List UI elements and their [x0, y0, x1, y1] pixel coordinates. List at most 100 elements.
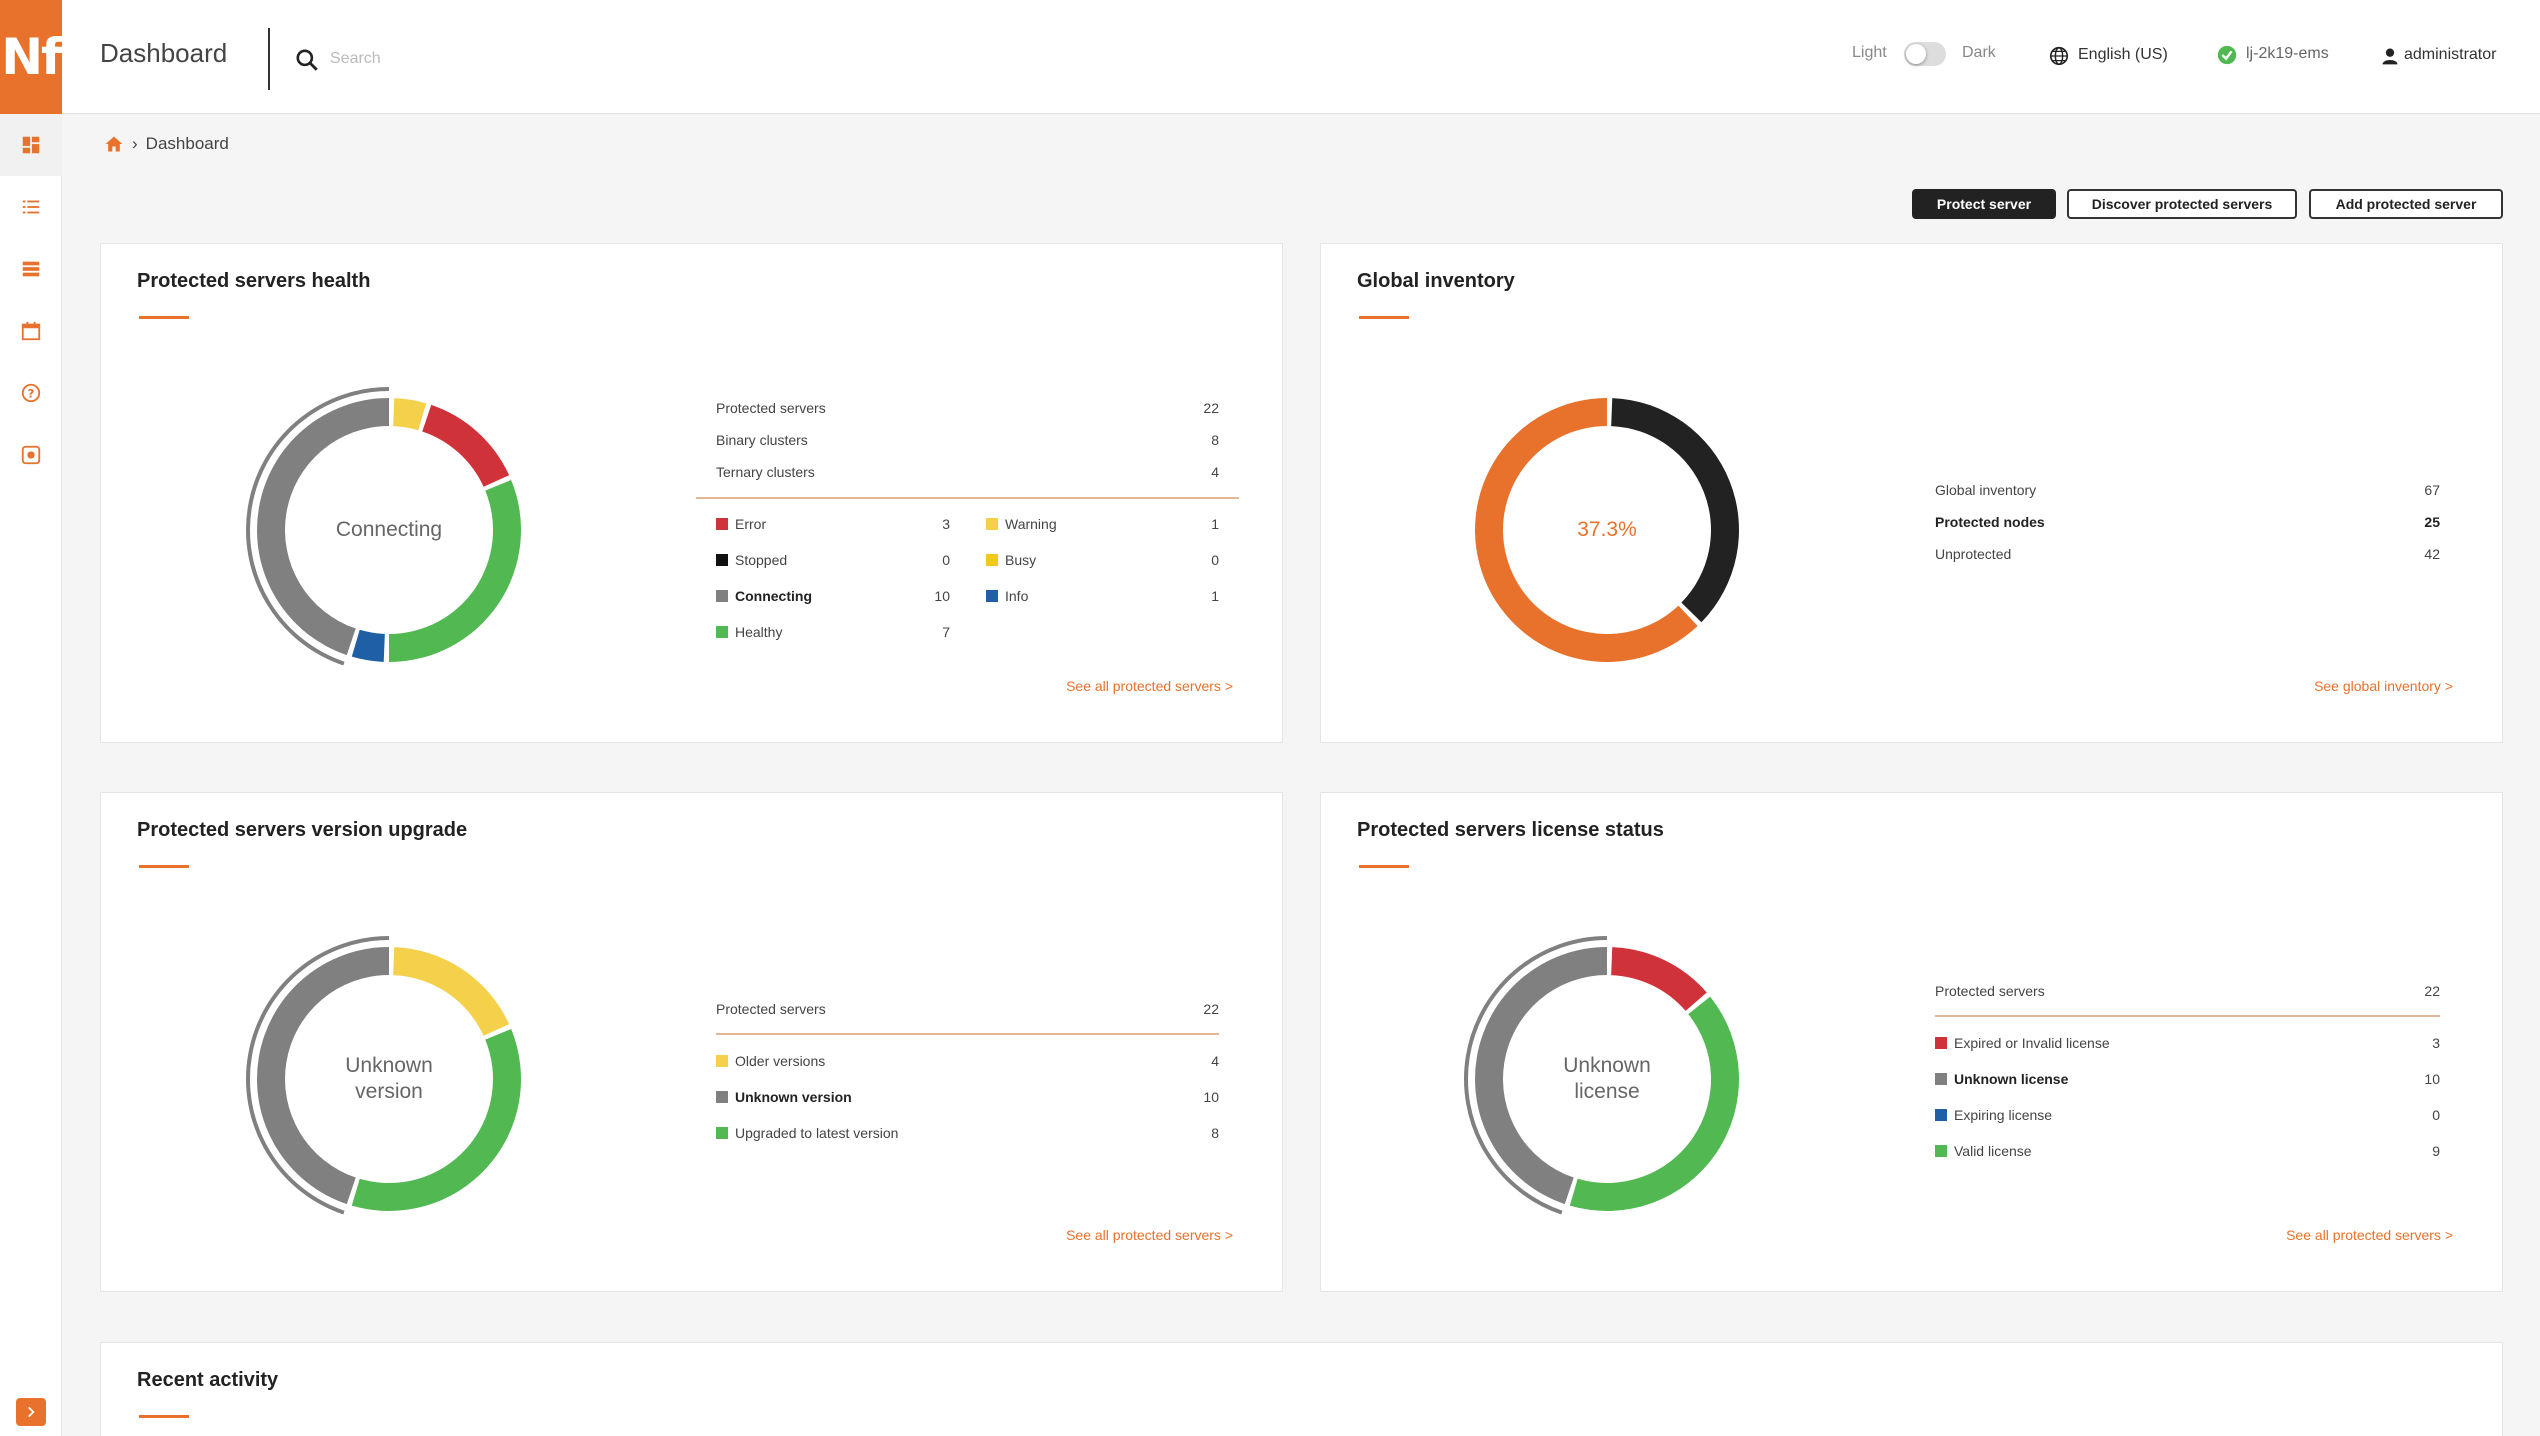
- settings-icon: [21, 445, 41, 465]
- legend-label: Connecting: [735, 588, 812, 604]
- donut-segment-upgraded-to-latest-version[interactable]: [351, 1029, 521, 1211]
- legend-value: 3: [942, 516, 950, 532]
- theme-toggle[interactable]: [1904, 42, 1946, 66]
- donut-segment-protected-nodes[interactable]: [1611, 398, 1739, 623]
- calendar-icon: [21, 321, 41, 341]
- header-divider: [268, 28, 270, 90]
- donut-segment-unknown-license[interactable]: [1475, 947, 1607, 1205]
- user-menu[interactable]: administrator: [2404, 46, 2497, 63]
- inventory-donut-chart[interactable]: [1457, 380, 1757, 680]
- donut-segment-error[interactable]: [422, 404, 510, 487]
- stat-row: Protected servers 22: [1935, 983, 2440, 999]
- legend-value: 0: [2432, 1107, 2440, 1123]
- breadcrumb-separator: ›: [132, 134, 138, 153]
- sidebar-item-list[interactable]: [0, 176, 62, 238]
- legend-swatch: [1935, 1037, 1947, 1049]
- servers-icon: [22, 261, 40, 277]
- breadcrumb: › Dashboard: [104, 134, 229, 154]
- see-global-inventory-link[interactable]: See global inventory >: [2314, 678, 2453, 694]
- legend-item-upgraded: Upgraded to latest version: [716, 1125, 898, 1141]
- donut-segment-expired-or-invalid-license[interactable]: [1611, 947, 1707, 1011]
- sidebar: Nf ?: [0, 0, 63, 1436]
- home-icon[interactable]: [104, 134, 124, 154]
- stat-label: Global inventory: [1935, 482, 2037, 498]
- stat-label: Protected servers: [716, 400, 826, 416]
- version-donut-chart[interactable]: [239, 929, 539, 1229]
- app-logo[interactable]: Nf: [0, 0, 63, 114]
- legend-label: Error: [735, 516, 767, 532]
- legend-swatch: [1935, 1073, 1947, 1085]
- sidebar-expand-button[interactable]: [16, 1398, 46, 1426]
- server-name[interactable]: lj-2k19-ems: [2246, 45, 2329, 62]
- license-donut-chart[interactable]: [1457, 929, 1757, 1229]
- user-icon[interactable]: [2380, 46, 2400, 66]
- legend-swatch: [716, 626, 728, 638]
- stat-value: 67: [2424, 482, 2440, 498]
- stat-label: Protected nodes: [1935, 514, 2045, 530]
- legend-label: Healthy: [735, 624, 783, 640]
- donut-highlight-outline: [246, 936, 390, 1215]
- donut-segment-info[interactable]: [351, 629, 385, 662]
- stat-value: 22: [1203, 400, 1219, 416]
- title-underline: [1359, 865, 1409, 868]
- donut-segment-unknown-version[interactable]: [257, 947, 389, 1205]
- license-donut-center-label: Unknown license: [1563, 1053, 1651, 1103]
- theme-light-label: Light: [1852, 44, 1887, 61]
- language-selector[interactable]: English (US): [2078, 46, 2168, 63]
- theme-dark-label: Dark: [1962, 44, 1996, 61]
- discover-protected-servers-button[interactable]: Discover protected servers: [2067, 189, 2297, 219]
- add-protected-server-button[interactable]: Add protected server: [2309, 189, 2503, 219]
- list-icon: [22, 200, 40, 214]
- legend-value: 4: [1211, 1053, 1219, 1069]
- stat-row: Protected servers 22: [716, 400, 1219, 416]
- version-card: Protected servers version upgrade Unknow…: [100, 792, 1283, 1292]
- sidebar-item-help[interactable]: ?: [0, 362, 62, 424]
- legend-label: Unknown license: [1954, 1071, 2069, 1087]
- stat-label: Ternary clusters: [716, 464, 815, 480]
- search-icon[interactable]: [294, 47, 320, 73]
- sidebar-item-settings[interactable]: [0, 424, 62, 486]
- legend-label: Upgraded to latest version: [735, 1125, 899, 1141]
- stats-separator: [696, 497, 1239, 499]
- health-donut-center-label: Connecting: [335, 517, 443, 541]
- donut-segment-unprotected[interactable]: [1475, 398, 1698, 662]
- legend-item-unknown-license: Unknown license: [1935, 1071, 2068, 1087]
- legend-item-warning: Warning: [986, 516, 1057, 532]
- sidebar-item-calendar[interactable]: [0, 300, 62, 362]
- health-card-title: Protected servers health: [137, 270, 371, 292]
- version-card-title: Protected servers version upgrade: [137, 819, 468, 841]
- svg-text:?: ?: [28, 387, 35, 401]
- stat-row: Binary clusters 8: [716, 432, 1219, 448]
- recent-activity-card: Recent activity: [100, 1342, 2503, 1436]
- donut-segment-healthy[interactable]: [389, 480, 521, 662]
- stat-label: Binary clusters: [716, 432, 808, 448]
- stat-row: Unprotected 42: [1935, 546, 2440, 562]
- legend-item-older-versions: Older versions: [716, 1053, 825, 1069]
- see-all-protected-servers-link[interactable]: See all protected servers >: [2286, 1227, 2453, 1243]
- donut-segment-older-versions[interactable]: [393, 947, 510, 1036]
- app-title: Dashboard: [100, 38, 228, 68]
- globe-icon[interactable]: [2048, 45, 2070, 67]
- health-donut-chart[interactable]: [239, 380, 539, 680]
- title-underline: [139, 865, 189, 868]
- legend-value: 10: [934, 588, 950, 604]
- search-input[interactable]: [330, 44, 630, 74]
- legend-swatch: [716, 590, 728, 602]
- protect-server-button[interactable]: Protect server: [1912, 189, 2056, 219]
- legend-swatch: [716, 1091, 728, 1103]
- sidebar-item-dashboard[interactable]: [0, 114, 62, 176]
- sidebar-item-servers[interactable]: [0, 238, 62, 300]
- donut-segment-warning[interactable]: [393, 398, 427, 431]
- see-all-protected-servers-link[interactable]: See all protected servers >: [1066, 1227, 1233, 1243]
- donut-segment-connecting[interactable]: [257, 398, 389, 656]
- donut-segment-valid-license[interactable]: [1569, 996, 1739, 1211]
- help-icon: ?: [21, 383, 41, 403]
- see-all-protected-servers-link[interactable]: See all protected servers >: [1066, 678, 1233, 694]
- legend-value: 10: [1203, 1089, 1219, 1105]
- legend-value: 1: [1211, 588, 1219, 604]
- stat-label: Unprotected: [1935, 546, 2012, 562]
- legend-item-valid-license: Valid license: [1935, 1143, 2032, 1159]
- legend-label: Info: [1005, 588, 1029, 604]
- version-donut-center-label: Unknown version: [345, 1053, 433, 1103]
- stat-value: 22: [2424, 983, 2440, 999]
